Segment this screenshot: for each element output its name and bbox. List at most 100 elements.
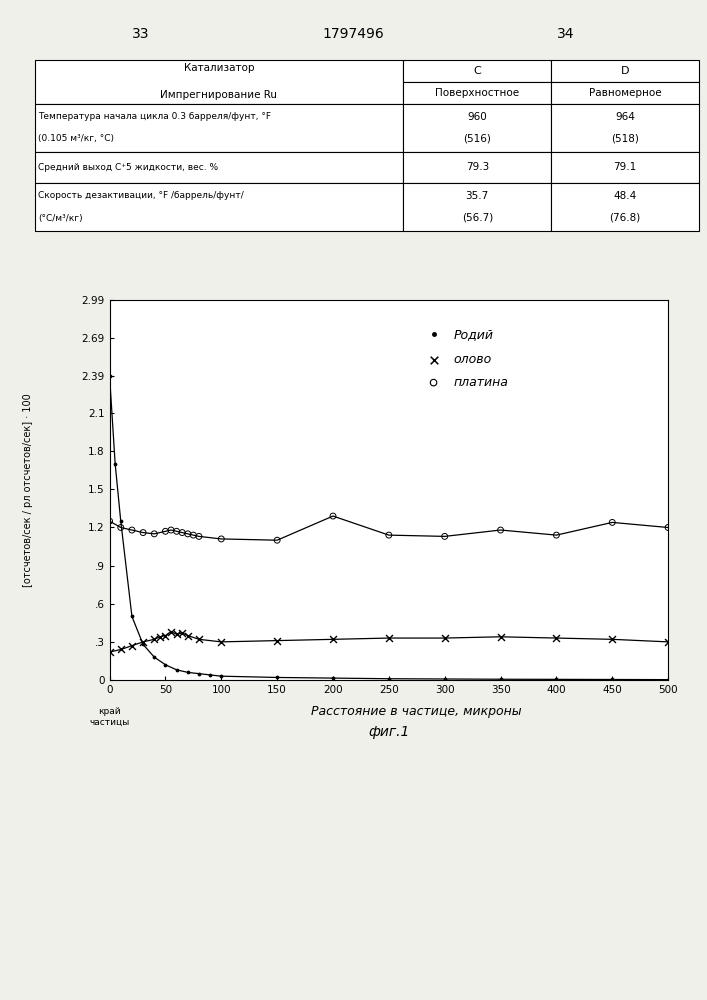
Text: Родий: Родий: [454, 328, 493, 341]
Point: [171, 523, 182, 539]
Text: 960: 960: [467, 112, 487, 122]
Point: [495, 629, 506, 645]
Text: платина: платина: [454, 376, 508, 389]
Point: [428, 352, 439, 368]
Point: [383, 671, 395, 687]
Point: [383, 527, 395, 543]
Bar: [35, 183, 403, 231]
Text: (518): (518): [612, 134, 639, 144]
Point: [607, 514, 618, 530]
Point: [148, 631, 160, 647]
Point: [662, 634, 674, 650]
Point: [607, 671, 618, 687]
Point: [188, 527, 199, 543]
Text: Поверхностное: Поверхностное: [436, 88, 520, 98]
Text: (76.8): (76.8): [609, 213, 641, 223]
Point: [439, 528, 450, 544]
Point: [327, 631, 339, 647]
Text: Температура начала цикла 0.3 барреля/фунт, °F: Температура начала цикла 0.3 барреля/фун…: [38, 112, 271, 121]
Point: [271, 669, 283, 685]
Point: [171, 626, 182, 642]
Text: 33: 33: [132, 27, 150, 41]
Point: [439, 630, 450, 646]
Point: [428, 326, 439, 342]
Point: [177, 525, 188, 541]
Point: [160, 628, 171, 644]
Bar: [35, 152, 403, 183]
Bar: [403, 60, 551, 82]
Point: [127, 522, 138, 538]
Point: [551, 527, 562, 543]
Point: [495, 671, 506, 687]
Point: [428, 375, 439, 391]
Point: [104, 368, 115, 384]
Text: 35.7: 35.7: [466, 191, 489, 201]
Point: [127, 638, 138, 654]
Point: [182, 526, 194, 542]
Point: [383, 630, 395, 646]
Point: [154, 629, 165, 645]
Text: 964: 964: [615, 112, 635, 122]
Point: [551, 630, 562, 646]
Text: фиг.1: фиг.1: [368, 725, 409, 739]
Point: [327, 670, 339, 686]
Point: [110, 456, 121, 472]
Text: D: D: [621, 66, 629, 76]
Text: 79.1: 79.1: [614, 162, 637, 172]
Point: [216, 634, 227, 650]
Text: 34: 34: [557, 27, 575, 41]
Text: 79.3: 79.3: [466, 162, 489, 172]
Point: [193, 666, 204, 682]
Point: [171, 662, 182, 678]
Point: [439, 671, 450, 687]
Text: Импрегнирование Ru: Импрегнирование Ru: [160, 90, 277, 100]
Text: край
частицы: край частицы: [90, 707, 129, 726]
Bar: [35, 60, 403, 104]
Text: (°С/м³/кг): (°С/м³/кг): [38, 214, 83, 223]
Point: [204, 667, 216, 683]
Text: олово: олово: [454, 353, 492, 366]
Bar: [403, 152, 551, 183]
Point: [160, 523, 171, 539]
Point: [148, 649, 160, 665]
Bar: [403, 183, 551, 231]
Bar: [551, 183, 699, 231]
Point: [137, 636, 148, 652]
Point: [216, 668, 227, 684]
Point: [115, 519, 127, 535]
Bar: [551, 152, 699, 183]
Point: [662, 519, 674, 535]
Point: [182, 664, 194, 680]
Bar: [403, 104, 551, 152]
Point: [495, 522, 506, 538]
Bar: [551, 60, 699, 82]
Text: (56.7): (56.7): [462, 213, 493, 223]
Point: [137, 634, 148, 650]
Point: [551, 671, 562, 687]
Point: [271, 532, 283, 548]
Text: (0.105 м³/кг, °С): (0.105 м³/кг, °С): [38, 134, 114, 143]
Point: [182, 628, 194, 644]
Bar: [551, 104, 699, 152]
Text: (516): (516): [463, 134, 491, 144]
Text: Расстояние в частице, микроны: Расстояние в частице, микроны: [312, 705, 522, 718]
Point: [127, 608, 138, 624]
Text: 48.4: 48.4: [614, 191, 637, 201]
Bar: [35, 104, 403, 152]
Bar: [551, 82, 699, 104]
Point: [160, 657, 171, 673]
Point: [177, 625, 188, 641]
Bar: [403, 82, 551, 104]
Text: C: C: [474, 66, 481, 76]
Text: Катализатор: Катализатор: [184, 63, 255, 73]
Point: [115, 513, 127, 529]
Point: [271, 633, 283, 649]
Point: [137, 525, 148, 541]
Point: [165, 522, 177, 538]
Point: [148, 526, 160, 542]
Text: Скорость дезактивации, °F /баррель/фунт/: Скорость дезактивации, °F /баррель/фунт/: [38, 192, 244, 200]
Point: [607, 631, 618, 647]
Point: [165, 624, 177, 640]
Point: [662, 672, 674, 688]
Text: Равномерное: Равномерное: [589, 88, 662, 98]
